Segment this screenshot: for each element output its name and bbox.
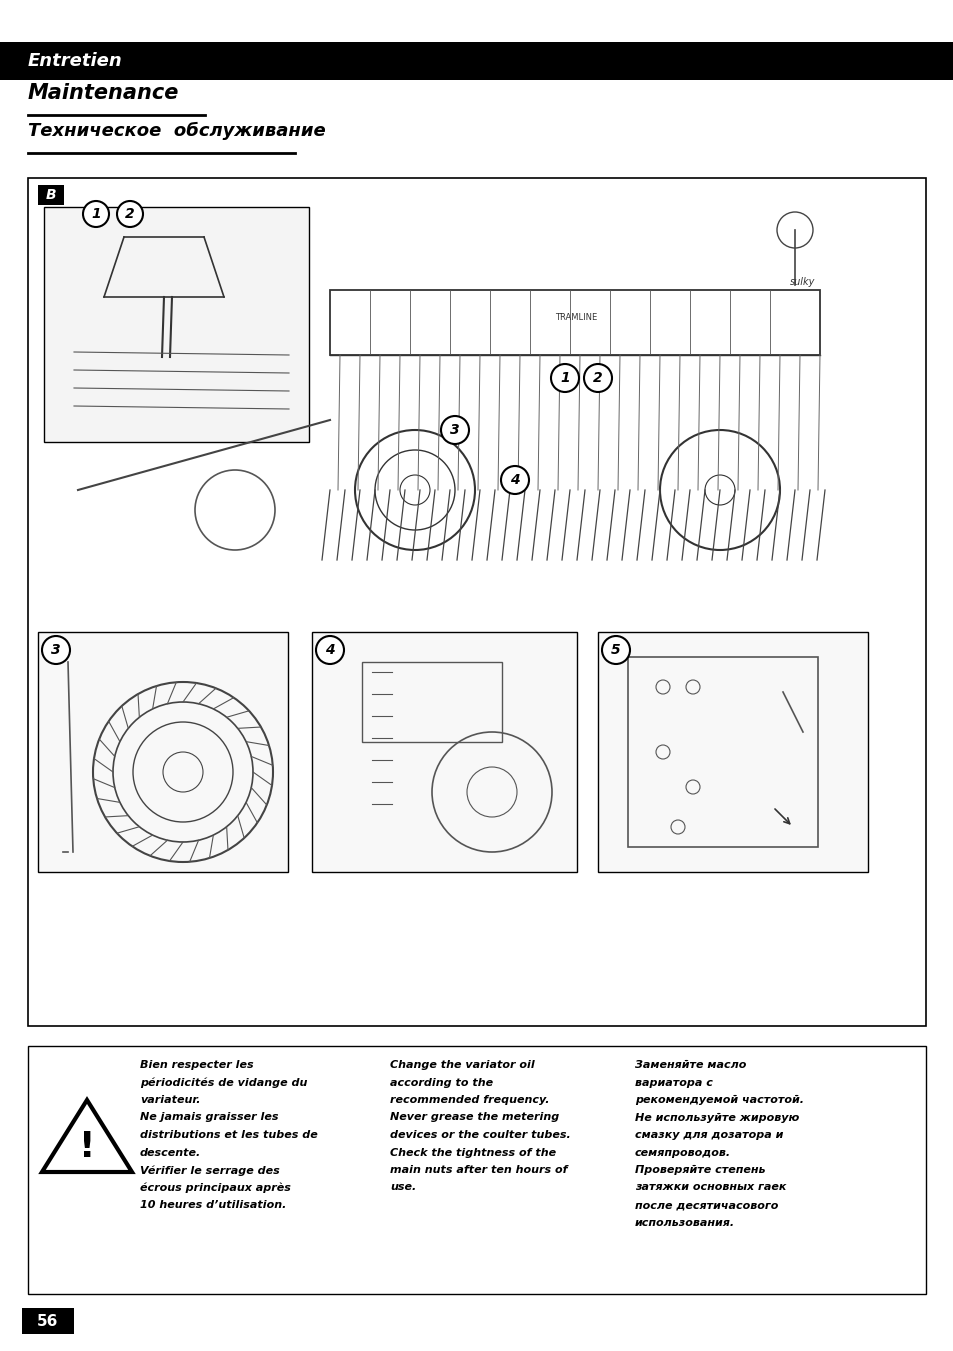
Text: Не используйте жировую: Не используйте жировую — [635, 1112, 799, 1123]
Text: Maintenance: Maintenance — [28, 82, 179, 103]
Text: !: ! — [79, 1129, 95, 1165]
Text: Bien respecter les: Bien respecter les — [140, 1061, 253, 1070]
Text: Заменяйте масло: Заменяйте масло — [635, 1061, 745, 1070]
Text: 4: 4 — [325, 643, 335, 657]
Text: Check the tightness of the: Check the tightness of the — [390, 1147, 556, 1158]
Text: Entretien: Entretien — [28, 51, 123, 70]
Text: Проверяйте степень: Проверяйте степень — [635, 1165, 764, 1175]
Text: Ne jamais graisser les: Ne jamais graisser les — [140, 1112, 278, 1123]
Text: семяпроводов.: семяпроводов. — [635, 1147, 730, 1158]
Text: 5: 5 — [611, 643, 620, 657]
Text: затяжки основных гаек: затяжки основных гаек — [635, 1182, 785, 1193]
Text: смазку для дозатора и: смазку для дозатора и — [635, 1129, 782, 1140]
Text: рекомендуемой частотой.: рекомендуемой частотой. — [635, 1096, 803, 1105]
Circle shape — [117, 201, 143, 227]
Bar — [22, 1308, 74, 1333]
Text: main nuts after ten hours of: main nuts after ten hours of — [390, 1165, 567, 1175]
Text: вариатора с: вариатора с — [635, 1078, 712, 1088]
Text: 1: 1 — [559, 372, 569, 385]
Text: Never grease the metering: Never grease the metering — [390, 1112, 558, 1123]
Text: 3: 3 — [51, 643, 61, 657]
Bar — [28, 178, 925, 1025]
Text: использования.: использования. — [635, 1217, 735, 1228]
Text: Change the variator oil: Change the variator oil — [390, 1061, 535, 1070]
Circle shape — [42, 636, 70, 663]
Circle shape — [601, 636, 629, 663]
Bar — [598, 632, 867, 871]
Text: according to the: according to the — [390, 1078, 493, 1088]
Text: после десятичасового: после десятичасового — [635, 1200, 778, 1210]
Circle shape — [500, 466, 529, 494]
Bar — [28, 1046, 925, 1294]
Bar — [312, 632, 577, 871]
Bar — [361, 662, 501, 742]
Text: devices or the coulter tubes.: devices or the coulter tubes. — [390, 1129, 570, 1140]
Circle shape — [315, 636, 344, 663]
Bar — [627, 657, 817, 847]
Text: sulky: sulky — [789, 277, 815, 286]
Text: 1: 1 — [91, 207, 101, 222]
Text: 2: 2 — [593, 372, 602, 385]
Text: Техническое  обслуживание: Техническое обслуживание — [28, 122, 325, 141]
Bar — [38, 185, 64, 205]
Text: recommended frequency.: recommended frequency. — [390, 1096, 549, 1105]
Text: 10 heures d’utilisation.: 10 heures d’utilisation. — [140, 1200, 286, 1210]
Text: TRAMLINE: TRAMLINE — [555, 313, 597, 322]
Bar — [38, 632, 288, 871]
Circle shape — [83, 201, 109, 227]
Text: écrous principaux après: écrous principaux après — [140, 1182, 291, 1193]
Bar — [0, 42, 953, 80]
Circle shape — [583, 363, 612, 392]
Text: Vérifier le serrage des: Vérifier le serrage des — [140, 1165, 279, 1175]
Circle shape — [440, 416, 469, 444]
Text: 3: 3 — [450, 423, 459, 436]
Text: 2: 2 — [125, 207, 134, 222]
Text: B: B — [46, 188, 56, 203]
Bar — [330, 290, 820, 355]
Text: 56: 56 — [37, 1313, 59, 1328]
Text: 4: 4 — [510, 473, 519, 486]
Text: distributions et les tubes de: distributions et les tubes de — [140, 1129, 317, 1140]
Text: use.: use. — [390, 1182, 416, 1193]
Bar — [44, 207, 309, 442]
Text: périodicités de vidange du: périodicités de vidange du — [140, 1078, 307, 1088]
Text: variateur.: variateur. — [140, 1096, 200, 1105]
Text: descente.: descente. — [140, 1147, 201, 1158]
Circle shape — [551, 363, 578, 392]
